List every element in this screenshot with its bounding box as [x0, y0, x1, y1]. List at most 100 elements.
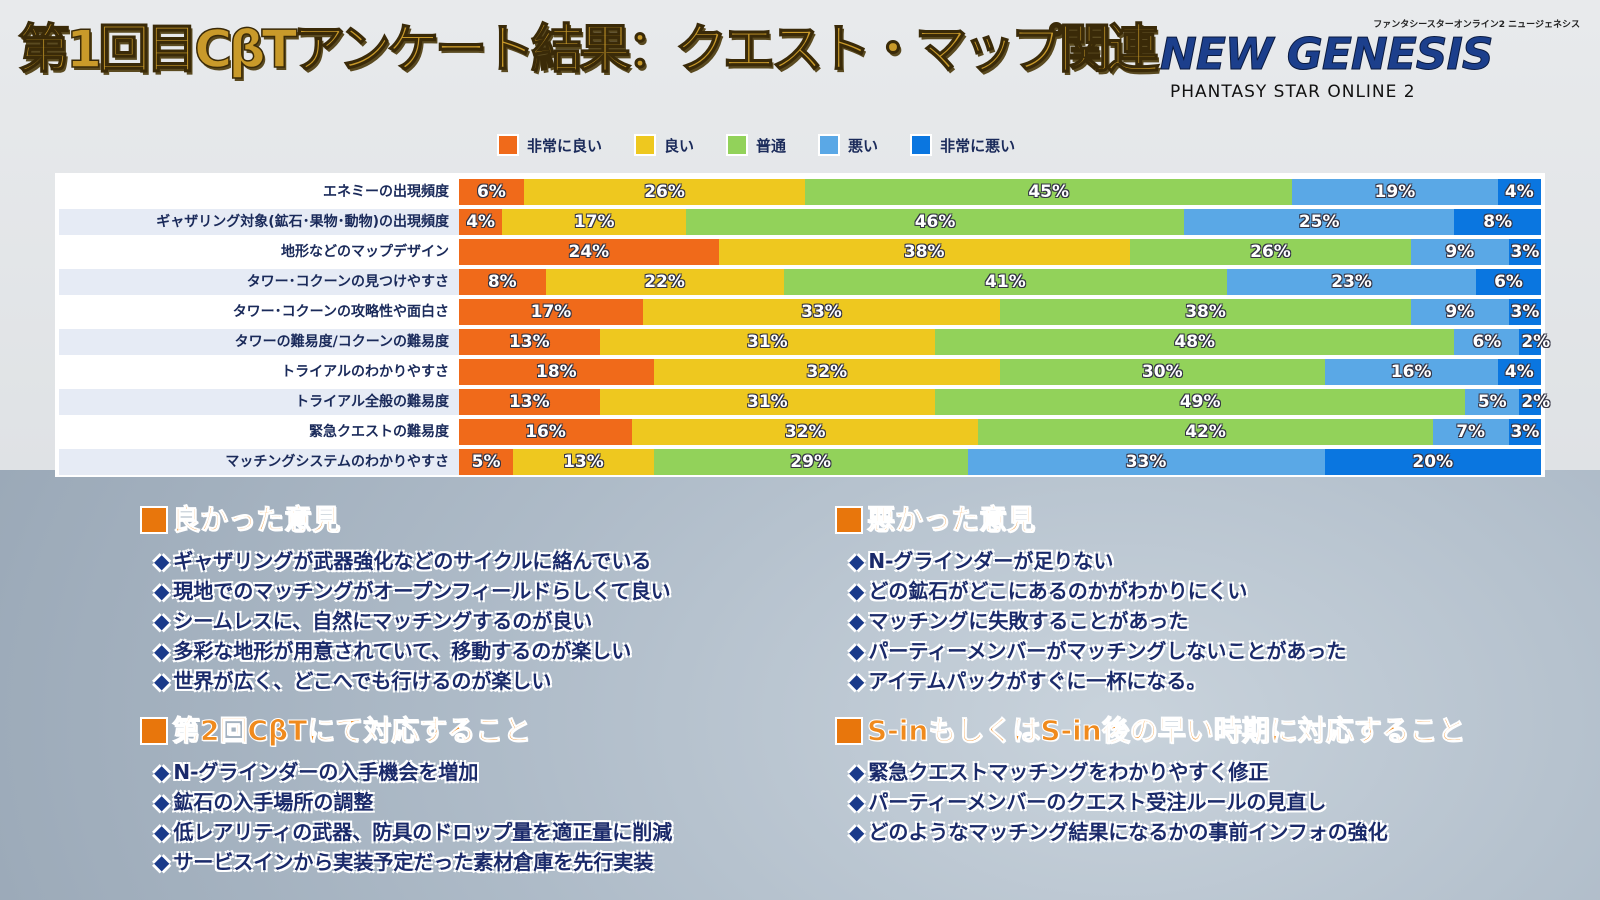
legend-swatch	[910, 134, 933, 156]
list-item: ◆ ギャザリングが武器強化などのサイクルに絡んでいる	[140, 546, 671, 576]
category-label: トライアル全般の難易度	[59, 389, 459, 415]
diamond-bullet-icon: ◆	[154, 609, 170, 633]
section-good: 良かった意見 ◆ ギャザリングが武器強化などのサイクルに絡んでいる ◆ 現地でのマッチン…	[140, 502, 671, 696]
bar-segment: 26%	[523, 179, 806, 205]
bar-segment: 3%	[1508, 419, 1541, 445]
bar-segment: 6%	[1476, 269, 1541, 295]
item-text: 低レアリティの武器、防具のドロップ量を適正量に削減	[173, 820, 673, 844]
diamond-bullet-icon: ◆	[154, 820, 170, 844]
legend-swatch	[634, 134, 657, 156]
list-item: ◆ 緊急クエストマッチングをわかりやすく修正	[835, 757, 1466, 787]
bar-track: 13% 31% 49% 5% 2%	[459, 389, 1550, 415]
list-item: ◆ シームレスに、自然にマッチングするのが良い	[140, 606, 671, 636]
chart-row: トライアル全般の難易度 13% 31% 49% 5% 2%	[59, 387, 1550, 417]
section-title: 良かった意見	[171, 503, 341, 537]
square-icon	[835, 717, 863, 745]
bar-track: 17% 33% 38% 9% 3%	[459, 299, 1541, 325]
section-bad: 悪かった意見 ◆ N-グラインダーが足りない ◆ どの鉱石がどこにあるのかがわかりにくい…	[835, 502, 1346, 696]
diamond-bullet-icon: ◆	[154, 850, 170, 874]
bar-segment: 16%	[459, 419, 633, 445]
legend-item: 非常に悪い	[910, 134, 1015, 156]
list-item: ◆ N-グラインダーが足りない	[835, 546, 1346, 576]
list-item: ◆ 現地でのマッチングがオープンフィールドらしくて良い	[140, 576, 671, 606]
bar-segment: 9%	[1411, 299, 1509, 325]
bar-track: 13% 31% 48% 6% 2%	[459, 329, 1550, 355]
list-item: ◆ どのようなマッチング結果になるかの事前インフォの強化	[835, 817, 1466, 847]
legend-label: 非常に良い	[527, 136, 603, 155]
diamond-bullet-icon: ◆	[849, 579, 865, 603]
section-title: S-inもしくはS-in後の早い時期に対応すること	[867, 714, 1467, 748]
chart-row: タワー･コクーンの攻略性や面白さ 17% 33% 38% 9% 3%	[59, 297, 1541, 327]
section-title: 悪かった意見	[866, 503, 1036, 537]
bar-segment: 13%	[459, 389, 600, 415]
bar-segment: 6%	[459, 179, 524, 205]
diamond-bullet-icon: ◆	[154, 790, 170, 814]
diamond-bullet-icon: ◆	[154, 639, 170, 663]
bar-track: 24% 38% 26% 9% 3%	[459, 239, 1541, 265]
square-icon	[835, 506, 863, 534]
diamond-bullet-icon: ◆	[849, 549, 865, 573]
item-text: 多彩な地形が用意されていて、移動するのが楽しい	[173, 639, 632, 663]
legend-label: 普通	[756, 136, 787, 155]
list-item: ◆ 世界が広く、どこへでも行けるのが楽しい	[140, 666, 671, 696]
bar-segment: 32%	[632, 419, 979, 445]
page-title: 第1回目CβTアンケート結果：クエスト・マップ関連	[17, 19, 1159, 81]
bar-segment: 9%	[1411, 239, 1509, 265]
category-label: タワー･コクーンの見つけやすさ	[59, 269, 459, 295]
item-text: N-グラインダーが足りない	[868, 549, 1114, 573]
opinion-list: ◆ N-グラインダーが足りない ◆ どの鉱石がどこにあるのかがわかりにくい ◆ マッチング…	[835, 546, 1346, 696]
bar-segment: 2%	[1519, 389, 1550, 415]
square-icon	[140, 506, 168, 534]
bar-segment: 17%	[459, 299, 643, 325]
category-label: エネミーの出現頻度	[323, 184, 449, 200]
item-text: アイテムパックがすぐに一杯になる。	[868, 669, 1207, 693]
legend-label: 非常に悪い	[940, 136, 1016, 155]
bar-segment: 38%	[718, 239, 1130, 265]
stacked-bar-chart: エネミーの出現頻度 6% 26% 45% 19% 4% ギャザリング対象(鉱石･果物･動物)…	[55, 173, 1550, 477]
chart-row: タワー･コクーンの見つけやすさ 8% 22% 41% 23% 6%	[59, 267, 1541, 297]
diamond-bullet-icon: ◆	[154, 669, 170, 693]
bar-segment: 13%	[459, 329, 600, 355]
item-text: シームレスに、自然にマッチングするのが良い	[173, 609, 593, 633]
bar-segment: 33%	[642, 299, 1000, 325]
diamond-bullet-icon: ◆	[154, 760, 170, 784]
bar-track: 6% 26% 45% 19% 4%	[459, 179, 1541, 205]
bar-segment: 42%	[978, 419, 1433, 445]
legend-label: 悪い	[848, 136, 879, 155]
item-text: どのようなマッチング結果になるかの事前インフォの強化	[868, 820, 1388, 844]
bar-segment: 31%	[599, 389, 936, 415]
category-label: トライアルのわかりやすさ	[281, 364, 449, 380]
diamond-bullet-icon: ◆	[849, 820, 865, 844]
legend-item: 非常に良い	[497, 134, 602, 156]
bar-segment: 2%	[1519, 329, 1550, 355]
list-item: ◆ 鉱石の入手場所の調整	[140, 787, 672, 817]
legend-item: 良い	[634, 134, 694, 156]
chart-legend: 非常に良い 良い 普通 悪い 非常に悪い	[497, 134, 1015, 156]
list-item: ◆ マッチングに失敗することがあった	[835, 606, 1346, 636]
list-item: ◆ アイテムパックがすぐに一杯になる。	[835, 666, 1346, 696]
bar-segment: 19%	[1292, 179, 1498, 205]
bar-segment: 13%	[513, 449, 654, 475]
list-item: ◆ サービスインから実装予定だった素材倉庫を先行実装	[140, 847, 672, 877]
chart-row: トライアルのわかりやすさ 18% 32% 30% 16% 4%	[59, 357, 1541, 387]
legend-item: 普通	[726, 134, 786, 156]
game-logo: ファンタシースターオンライン2 ニュージェネシス NEW GENESIS PHA…	[1160, 20, 1590, 106]
item-text: パーティーメンバーのクエスト受注ルールの見直し	[868, 790, 1327, 814]
bar-segment: 25%	[1183, 209, 1455, 235]
item-text: N-グラインダーの入手機会を増加	[173, 760, 479, 784]
chart-row: エネミーの出現頻度 6% 26% 45% 19% 4%	[59, 177, 1541, 207]
diamond-bullet-icon: ◆	[849, 790, 865, 814]
item-text: ギャザリングが武器強化などのサイクルに絡んでいる	[173, 549, 652, 573]
item-text: 鉱石の入手場所の調整	[173, 790, 374, 814]
section-cbt2: 第2回CβTにて対応すること ◆ N-グラインダーの入手機会を増加 ◆ 鉱石の入手場所の…	[140, 713, 672, 877]
bar-segment: 29%	[653, 449, 968, 475]
chart-row: ギャザリング対象(鉱石･果物･動物)の出現頻度 4% 17% 46% 25% 8%	[59, 207, 1541, 237]
bar-segment: 46%	[686, 209, 1184, 235]
diamond-bullet-icon: ◆	[849, 760, 865, 784]
legend-swatch	[726, 134, 749, 156]
bar-track: 8% 22% 41% 23% 6%	[459, 269, 1541, 295]
chart-row: 地形などのマップデザイン 24% 38% 26% 9% 3%	[59, 237, 1541, 267]
category-label: タワーの難易度/コクーンの難易度	[59, 329, 459, 355]
bar-segment: 6%	[1454, 329, 1520, 355]
bar-segment: 49%	[935, 389, 1466, 415]
